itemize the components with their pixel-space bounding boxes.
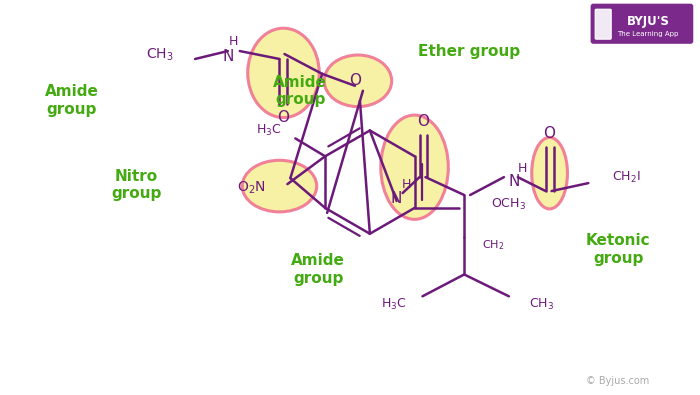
Ellipse shape xyxy=(381,115,448,219)
Text: BYJU'S: BYJU'S xyxy=(626,15,669,28)
Text: Amide
group: Amide group xyxy=(274,75,328,107)
Text: Nitro
group: Nitro group xyxy=(111,169,162,201)
Text: O: O xyxy=(349,73,361,88)
Ellipse shape xyxy=(248,28,319,118)
FancyBboxPatch shape xyxy=(595,9,611,39)
Text: O: O xyxy=(544,126,556,141)
Text: O: O xyxy=(417,114,430,129)
Text: Ketonic
group: Ketonic group xyxy=(586,233,650,266)
Text: N: N xyxy=(509,174,520,189)
Ellipse shape xyxy=(324,55,392,107)
Text: O: O xyxy=(277,110,290,125)
Text: CH$_2$I: CH$_2$I xyxy=(612,169,640,185)
FancyBboxPatch shape xyxy=(592,4,692,43)
Text: H$_3$C: H$_3$C xyxy=(256,123,281,138)
Ellipse shape xyxy=(242,160,316,212)
Text: H: H xyxy=(518,162,527,175)
Text: H$_3$C: H$_3$C xyxy=(381,297,407,312)
Text: N: N xyxy=(223,49,234,64)
Ellipse shape xyxy=(532,137,568,209)
Text: Amide
group: Amide group xyxy=(291,253,345,286)
Text: CH$_3$: CH$_3$ xyxy=(146,47,174,63)
Text: © Byjus.com: © Byjus.com xyxy=(587,376,650,386)
Text: The Learning App: The Learning App xyxy=(617,31,678,37)
Text: O$_2$N: O$_2$N xyxy=(237,180,265,196)
Text: OCH$_3$: OCH$_3$ xyxy=(491,196,526,211)
Text: Ether group: Ether group xyxy=(418,43,520,58)
Text: N: N xyxy=(391,192,402,207)
Text: CH$_3$: CH$_3$ xyxy=(528,297,554,312)
Text: Amide
group: Amide group xyxy=(45,85,99,117)
Text: CH$_2$: CH$_2$ xyxy=(482,238,505,252)
Text: H: H xyxy=(402,178,411,191)
Text: H: H xyxy=(228,35,238,48)
